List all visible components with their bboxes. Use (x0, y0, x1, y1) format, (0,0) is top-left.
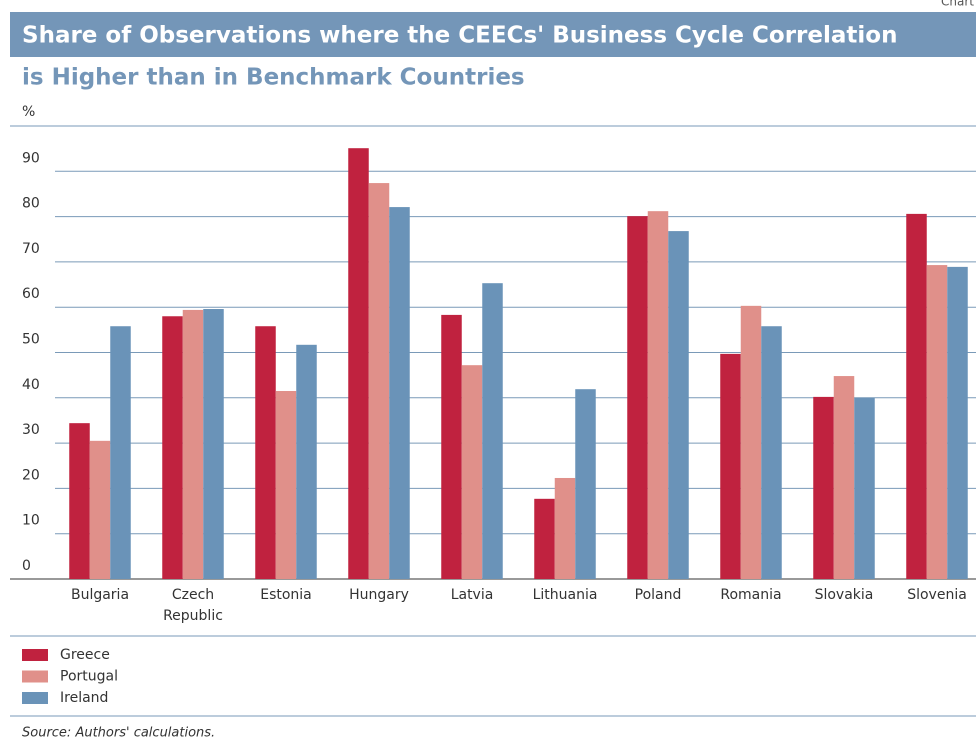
source: Source: Authors' calculations. (22, 726, 215, 741)
title-banner (10, 12, 976, 57)
bar (348, 148, 369, 579)
bar (668, 231, 689, 579)
bar (926, 265, 948, 579)
y-tick-label: 50 (22, 332, 40, 348)
x-tick-label: Estonia (260, 587, 312, 603)
bar (389, 207, 410, 579)
x-tick-label: Romania (720, 587, 782, 603)
bar (203, 309, 224, 579)
y-tick-label: 90 (22, 150, 40, 166)
y-tick-label: 40 (22, 377, 40, 393)
y-tick-label: 60 (22, 286, 40, 302)
bar (441, 314, 462, 579)
bar (813, 396, 834, 579)
bar (110, 326, 131, 579)
bar (255, 326, 276, 579)
legend-swatch (22, 692, 48, 704)
chart-title: Share of Observations where the CEECs' B… (22, 23, 897, 49)
legend-label: Ireland (60, 690, 108, 706)
bar (647, 211, 669, 579)
bar (69, 423, 90, 579)
bar (296, 344, 317, 579)
bar (89, 440, 111, 579)
x-tick-label: Hungary (349, 587, 409, 603)
bar (162, 316, 183, 579)
bar (275, 391, 297, 579)
y-tick-label: 20 (22, 467, 40, 483)
x-tick-label: Bulgaria (70, 587, 130, 603)
y-tick-label: 70 (22, 241, 40, 257)
bar (575, 389, 596, 579)
bar (854, 397, 875, 579)
bar (833, 376, 855, 579)
bar (182, 309, 204, 579)
legend-label: Portugal (60, 669, 118, 685)
legend-label: Greece (60, 647, 110, 663)
legend-swatch (22, 670, 48, 683)
chart-subtitle: is Higher than in Benchmark Countries (22, 65, 525, 91)
y-axis-label: % (22, 104, 35, 120)
corner-label: Chart (941, 0, 974, 9)
bar (720, 353, 741, 579)
y-tick-label: 80 (22, 196, 40, 212)
bar (461, 365, 483, 579)
x-tick-label: Slovakia (814, 587, 874, 603)
x-tick-label: Lithuania (532, 587, 598, 603)
bar (368, 183, 390, 579)
y-tick-label: 30 (22, 422, 40, 438)
bar (534, 498, 555, 579)
x-tick-label: Poland (634, 587, 682, 603)
legend-swatch (22, 649, 48, 661)
bar (740, 305, 762, 579)
bar (761, 326, 782, 579)
bar (554, 477, 576, 579)
y-tick-label: 10 (22, 513, 40, 529)
bar (906, 213, 927, 579)
x-tick-label: Slovenia (907, 587, 967, 603)
bar (627, 216, 648, 579)
bar (482, 283, 503, 579)
x-tick-label: Czech Republic (163, 587, 223, 624)
x-tick-label: Latvia (450, 587, 494, 603)
y-tick-label: 0 (22, 558, 31, 574)
bar (947, 266, 968, 579)
